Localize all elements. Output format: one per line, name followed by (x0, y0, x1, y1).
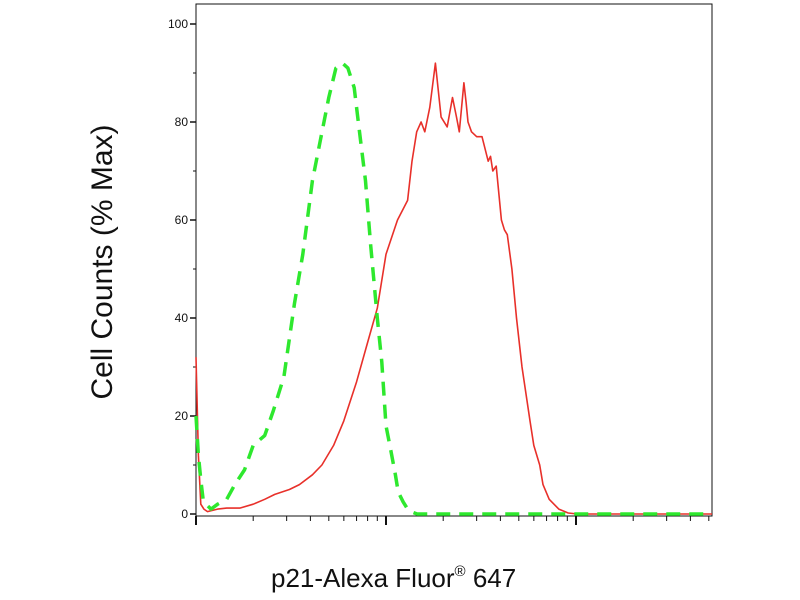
x-axis (195, 516, 710, 525)
y-tick-label: 20 (175, 409, 189, 423)
y-tick-label: 40 (175, 311, 189, 325)
p21-histogram-line (195, 62, 712, 515)
plot-frame (195, 3, 713, 517)
x-axis-label-registered-mark: ® (455, 563, 466, 580)
y-tick-label: 60 (175, 213, 189, 227)
y-axis: 0 20 40 60 80 100 (168, 17, 196, 521)
y-tick-label: 80 (175, 115, 189, 129)
x-axis-label-tail: 647 (466, 563, 517, 593)
y-tick-label: 0 (181, 507, 188, 521)
plot-border (195, 3, 713, 517)
y-axis-label: Cell Counts (% Max) (86, 124, 119, 399)
y-tick-label: 100 (168, 17, 188, 31)
control-histogram-line (194, 61, 712, 516)
series-layer (194, 61, 712, 516)
x-axis-label-main: p21-Alexa Fluor (271, 563, 455, 593)
x-axis-label: p21-Alexa Fluor® 647 (271, 563, 516, 593)
